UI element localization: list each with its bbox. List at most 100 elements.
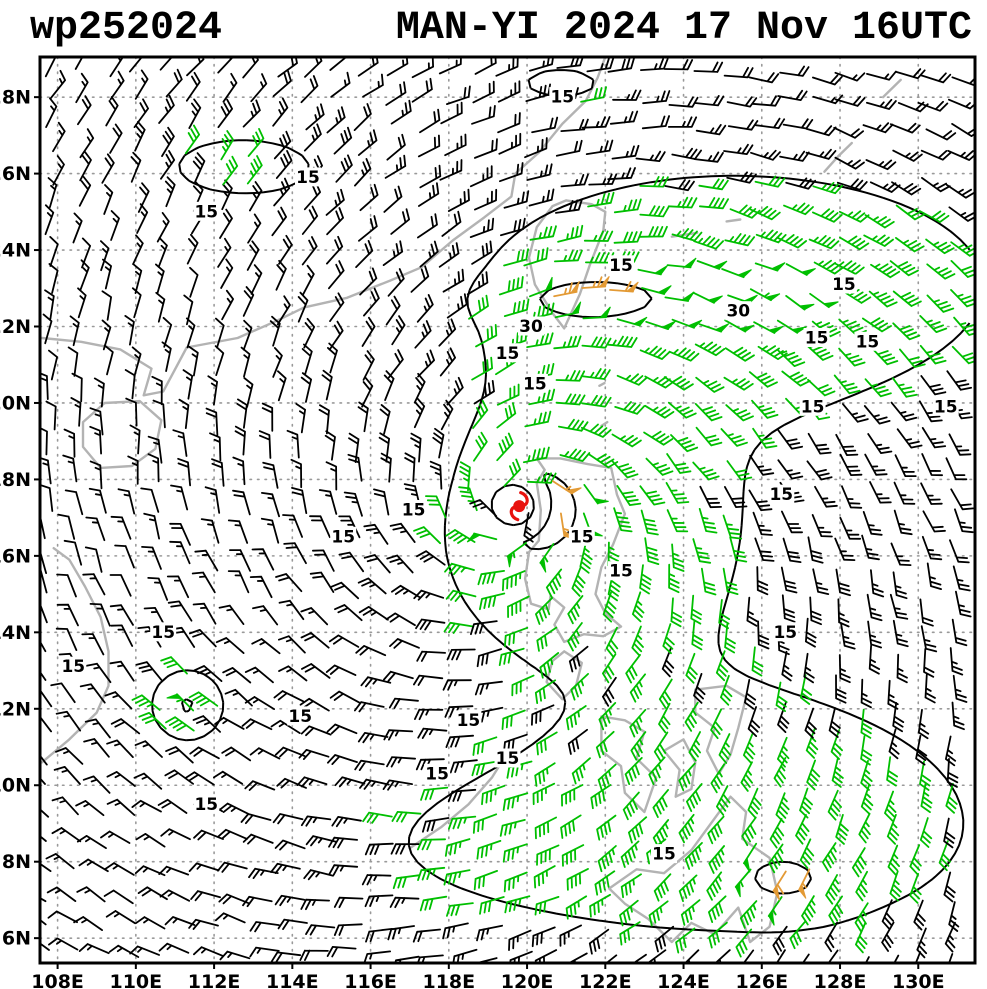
wind-barb bbox=[775, 792, 790, 824]
wind-barb bbox=[863, 405, 891, 425]
wind-barb bbox=[632, 591, 645, 623]
wind-barb bbox=[133, 772, 163, 790]
wind-barb bbox=[75, 72, 89, 104]
wind-barb bbox=[303, 869, 334, 881]
wind-barb bbox=[300, 725, 332, 737]
wind-barb bbox=[868, 644, 881, 675]
wind-barb bbox=[640, 509, 659, 536]
wind-barb bbox=[246, 240, 260, 271]
wind-barb bbox=[678, 762, 696, 792]
wind-barb bbox=[889, 260, 919, 277]
wind-barb bbox=[725, 404, 754, 422]
wind-barb bbox=[232, 456, 246, 486]
wind-barb bbox=[724, 623, 736, 654]
wind-barb bbox=[160, 656, 188, 675]
wind-barb bbox=[773, 757, 787, 788]
wind-barb bbox=[801, 895, 816, 926]
wind-barb bbox=[290, 458, 303, 489]
wind-barb bbox=[629, 673, 646, 703]
wind-barb bbox=[534, 762, 556, 787]
wind-barb bbox=[326, 723, 358, 735]
wind-barb bbox=[926, 562, 942, 590]
wind-barb bbox=[722, 567, 739, 595]
wind-barb bbox=[326, 207, 344, 236]
wind-barb bbox=[690, 594, 703, 625]
wind-barb bbox=[639, 176, 669, 188]
wind-barb bbox=[567, 728, 588, 755]
wind-barb bbox=[671, 147, 702, 160]
wind-barb bbox=[693, 151, 724, 163]
wind-barb bbox=[522, 446, 550, 464]
wind-barb bbox=[363, 287, 380, 317]
wind-barb bbox=[893, 481, 916, 505]
wind-barb bbox=[652, 789, 669, 818]
wind-barb bbox=[748, 72, 780, 84]
wind-barb bbox=[330, 71, 351, 98]
wind-barb bbox=[645, 457, 674, 476]
wind-barb bbox=[334, 776, 366, 788]
wind-barb bbox=[524, 137, 548, 159]
wind-barb bbox=[565, 705, 587, 731]
wind-barb bbox=[138, 712, 167, 730]
wind-barb bbox=[479, 896, 505, 915]
wind-barb bbox=[919, 344, 947, 365]
wind-barb bbox=[639, 564, 652, 595]
wind-barb bbox=[754, 175, 786, 188]
wind-barb bbox=[899, 348, 926, 368]
wind-barb bbox=[361, 316, 376, 347]
wind-barb bbox=[579, 543, 593, 574]
wind-barb bbox=[249, 181, 263, 212]
wind-barb bbox=[475, 324, 498, 348]
wind-barb bbox=[444, 562, 475, 576]
wind-barb bbox=[813, 259, 845, 275]
wind-barb bbox=[567, 595, 584, 625]
wind-barb bbox=[129, 945, 160, 956]
wind-barb bbox=[693, 673, 706, 704]
contour-label: 15 bbox=[934, 397, 958, 417]
lon-tick-label: 116E bbox=[344, 971, 397, 989]
wind-barb bbox=[628, 816, 648, 844]
wind-barb bbox=[909, 873, 922, 904]
wind-barb bbox=[887, 844, 900, 876]
wind-barb bbox=[503, 458, 521, 487]
wind-barb bbox=[40, 918, 47, 926]
wind-barb bbox=[328, 260, 345, 290]
wind-barb bbox=[392, 874, 421, 890]
wind-barb bbox=[40, 715, 52, 733]
wind-barb bbox=[217, 98, 233, 129]
wind-barb bbox=[624, 757, 643, 785]
wind-barb bbox=[83, 738, 110, 758]
wind-barb bbox=[386, 133, 406, 161]
wind-barb bbox=[895, 237, 925, 253]
wind-barb bbox=[286, 429, 300, 459]
lon-tick-label: 126E bbox=[735, 971, 788, 989]
wind-barb bbox=[189, 629, 217, 648]
wind-barb bbox=[136, 203, 149, 234]
wind-barb bbox=[272, 69, 292, 97]
wind-barb bbox=[948, 206, 975, 222]
wind-barb bbox=[830, 729, 843, 760]
wind-barb bbox=[75, 800, 105, 817]
wind-barb bbox=[109, 574, 132, 597]
lat-tick-label: 14N bbox=[0, 622, 31, 644]
wind-barb bbox=[355, 645, 387, 657]
wind-barb bbox=[840, 622, 856, 650]
wind-barb bbox=[588, 928, 610, 955]
wind-barb bbox=[622, 791, 640, 821]
wind-barb bbox=[40, 550, 47, 574]
wind-barb bbox=[438, 318, 457, 347]
wind-barb bbox=[188, 345, 199, 377]
wind-barb bbox=[385, 81, 407, 106]
wind-barb bbox=[469, 217, 495, 238]
lon-tick-label: 122E bbox=[579, 971, 632, 989]
wind-barb bbox=[707, 815, 725, 845]
wind-barb bbox=[671, 228, 703, 242]
wind-barb bbox=[855, 870, 868, 902]
wind-barb bbox=[595, 730, 615, 759]
wind-barb bbox=[838, 210, 870, 223]
wind-barb bbox=[127, 455, 139, 485]
wind-barb bbox=[641, 115, 670, 130]
contour-label-halo bbox=[424, 763, 451, 783]
wind-barb bbox=[611, 433, 642, 448]
wind-barb bbox=[805, 343, 834, 361]
